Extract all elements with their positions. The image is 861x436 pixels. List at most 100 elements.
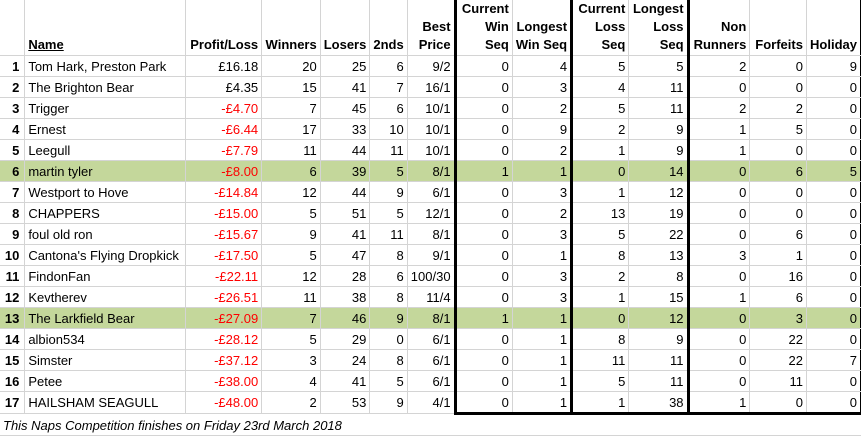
profit-loss-cell: -£14.84 <box>185 181 263 203</box>
current-win-seq-cell: 0 <box>455 181 513 203</box>
seconds-cell: 8 <box>369 244 408 266</box>
longest-loss-seq-cell: 19 <box>628 202 690 224</box>
forfeits-cell: 22 <box>749 349 807 371</box>
player-name-cell: FindonFan <box>24 265 187 287</box>
best-price-cell: 11/4 <box>407 286 457 308</box>
current-win-seq-cell: 0 <box>455 286 513 308</box>
losers-cell: 47 <box>320 244 371 266</box>
table-row: 5 Leegull -£7.79 11 44 11 10/1 0 2 1 9 1 0 0 <box>0 139 861 161</box>
current-win-seq-cell: 0 <box>455 370 513 392</box>
holiday-cell: 7 <box>806 349 861 371</box>
holiday-cell: 0 <box>806 370 861 392</box>
holiday-cell: 9 <box>806 55 861 77</box>
non-runners-cell: 3 <box>688 244 751 266</box>
header-holiday: Holiday <box>806 0 861 56</box>
losers-cell: 25 <box>320 55 371 77</box>
forfeits-cell: 0 <box>749 76 807 98</box>
current-loss-seq-cell: 8 <box>571 328 630 350</box>
longest-loss-seq-cell: 11 <box>628 349 690 371</box>
player-name-cell: Trigger <box>24 97 187 119</box>
losers-cell: 41 <box>320 370 371 392</box>
forfeits-cell: 6 <box>749 160 807 182</box>
profit-loss-cell: -£7.79 <box>185 139 263 161</box>
header-current-loss-seq: Current Loss Seq <box>571 0 630 56</box>
holiday-cell: 0 <box>806 76 861 98</box>
winners-cell: 11 <box>261 139 321 161</box>
forfeits-cell: 1 <box>749 244 807 266</box>
current-loss-seq-cell: 11 <box>571 349 630 371</box>
current-win-seq-cell: 0 <box>455 328 513 350</box>
best-price-cell: 8/1 <box>407 160 457 182</box>
winners-cell: 6 <box>261 160 321 182</box>
longest-loss-seq-cell: 12 <box>628 307 690 329</box>
profit-loss-cell: -£28.12 <box>185 328 263 350</box>
non-runners-cell: 0 <box>688 265 751 287</box>
row-position-cell: 14 <box>0 328 26 350</box>
losers-cell: 29 <box>320 328 371 350</box>
losers-cell: 39 <box>320 160 371 182</box>
table-row: 1 Tom Hark, Preston Park £16.18 20 25 6 9/2 0 4 5… <box>0 55 861 77</box>
losers-cell: 44 <box>320 139 371 161</box>
best-price-cell: 100/30 <box>407 265 457 287</box>
header-current-win-seq: Current Win Seq <box>455 0 513 56</box>
losers-cell: 24 <box>320 349 371 371</box>
winners-cell: 12 <box>261 265 321 287</box>
current-win-seq-cell: 0 <box>455 139 513 161</box>
non-runners-cell: 2 <box>688 55 751 77</box>
current-win-seq-cell: 0 <box>455 76 513 98</box>
current-loss-seq-cell: 0 <box>571 160 630 182</box>
best-price-cell: 6/1 <box>407 181 457 203</box>
profit-loss-cell: -£38.00 <box>185 370 263 392</box>
seconds-cell: 0 <box>369 328 408 350</box>
forfeits-cell: 0 <box>749 55 807 77</box>
winners-cell: 5 <box>261 244 321 266</box>
longest-win-seq-cell: 1 <box>512 391 574 415</box>
current-win-seq-cell: 0 <box>455 244 513 266</box>
table-row: 14 albion534 -£28.12 5 29 0 6/1 0 1 8 9 0 22 0 <box>0 328 861 350</box>
seconds-cell: 6 <box>369 265 408 287</box>
winners-cell: 15 <box>261 76 321 98</box>
profit-loss-cell: -£15.67 <box>185 223 263 245</box>
winners-cell: 5 <box>261 328 321 350</box>
current-loss-seq-cell: 5 <box>571 97 630 119</box>
forfeits-cell: 0 <box>749 181 807 203</box>
winners-cell: 4 <box>261 370 321 392</box>
longest-win-seq-cell: 4 <box>512 55 574 77</box>
longest-loss-seq-cell: 9 <box>628 328 690 350</box>
profit-loss-cell: -£48.00 <box>185 391 263 414</box>
holiday-cell: 0 <box>806 118 861 140</box>
winners-cell: 3 <box>261 349 321 371</box>
longest-win-seq-cell: 1 <box>512 244 574 266</box>
table-row: 6 martin tyler -£8.00 6 39 5 8/1 1 1 0 14 0 6 5 <box>0 160 861 182</box>
forfeits-cell: 0 <box>749 139 807 161</box>
best-price-cell: 6/1 <box>407 370 457 392</box>
winners-cell: 20 <box>261 55 321 77</box>
winners-cell: 7 <box>261 307 321 329</box>
player-name-cell: Petee <box>24 370 187 392</box>
longest-win-seq-cell: 3 <box>512 223 574 245</box>
current-win-seq-cell: 0 <box>455 118 513 140</box>
profit-loss-cell: -£17.50 <box>185 244 263 266</box>
forfeits-cell: 5 <box>749 118 807 140</box>
seconds-cell: 5 <box>369 202 408 224</box>
table-row: 3 Trigger -£4.70 7 45 6 10/1 0 2 5 11 2 2 0 <box>0 97 861 119</box>
row-position-cell: 4 <box>0 118 26 140</box>
profit-loss-cell: £16.18 <box>185 55 263 77</box>
footer-note: This Naps Competition finishes on Friday… <box>0 413 861 436</box>
seconds-cell: 9 <box>369 181 408 203</box>
profit-loss-cell: £4.35 <box>185 76 263 98</box>
table-row: 13 The Larkfield Bear -£27.09 7 46 9 8/1 1 1 0 12 0… <box>0 307 861 329</box>
longest-loss-seq-cell: 14 <box>628 160 690 182</box>
non-runners-cell: 0 <box>688 181 751 203</box>
row-position-cell: 9 <box>0 223 26 245</box>
current-win-seq-cell: 0 <box>455 55 513 77</box>
holiday-cell: 0 <box>806 244 861 266</box>
non-runners-cell: 0 <box>688 307 751 329</box>
non-runners-cell: 0 <box>688 76 751 98</box>
row-position-cell: 3 <box>0 97 26 119</box>
losers-cell: 45 <box>320 97 371 119</box>
forfeits-cell: 0 <box>749 202 807 224</box>
holiday-cell: 0 <box>806 307 861 329</box>
footer-row: This Naps Competition finishes on Friday… <box>0 413 861 436</box>
